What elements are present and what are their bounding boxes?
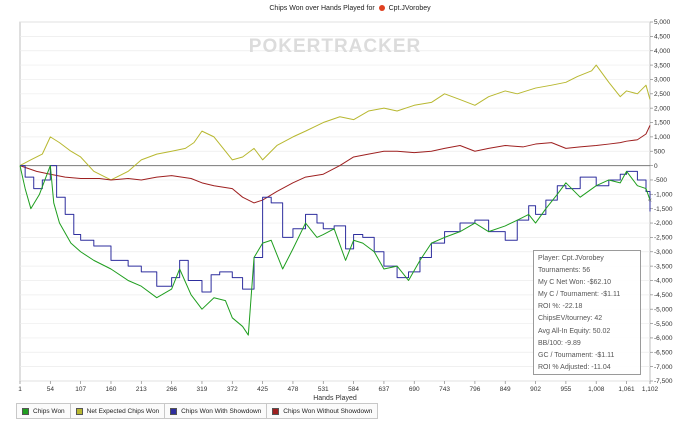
y-tick-label: -3,000 <box>654 249 673 256</box>
x-tick-label: 160 <box>106 386 117 393</box>
x-tick-label: 796 <box>469 386 480 393</box>
collapse-handle-icon[interactable]: « <box>648 197 652 204</box>
x-tick-label: 849 <box>500 386 511 393</box>
x-tick-label: 955 <box>560 386 571 393</box>
x-tick-label: 1,061 <box>618 386 635 393</box>
chart-title-player: Cpt.JVorobey <box>388 5 431 12</box>
y-tick-label: 4,000 <box>654 48 671 55</box>
series-line-chips-won <box>19 165 651 336</box>
x-tick-label: 637 <box>378 386 389 393</box>
legend-swatch <box>170 407 178 415</box>
y-tick-label: 3,500 <box>654 62 671 69</box>
y-tick-label: 2,500 <box>654 91 671 98</box>
y-tick-label: 0 <box>654 163 658 170</box>
x-tick-label: 372 <box>227 386 238 393</box>
legend-swatch <box>75 407 83 415</box>
legend-item[interactable]: Chips Won <box>17 404 71 418</box>
y-tick-label: -1,500 <box>654 206 673 213</box>
x-tick-label: 319 <box>197 386 208 393</box>
stat-line: ROI %: -22.18 <box>538 303 583 311</box>
x-tick-label: 1 <box>18 386 22 393</box>
stat-line: Avg All-In Equity: 50.02 <box>538 327 611 335</box>
stat-line: GC / Tournament: -$1.11 <box>538 351 615 359</box>
legend-item[interactable]: Chips Won With Showdown <box>165 404 268 418</box>
x-tick-label: 1,102 <box>642 386 659 393</box>
player-icon <box>378 5 385 12</box>
x-axis-label: Hands Played <box>313 395 357 402</box>
y-tick-label: -2,000 <box>654 220 673 227</box>
series-line-net-expected-chips-won <box>19 64 651 181</box>
y-tick-label: 3,000 <box>654 77 671 84</box>
y-tick-label: -6,000 <box>654 335 673 342</box>
series-line-chips-won-without-showdown <box>19 125 651 204</box>
y-tick-label: -6,500 <box>654 349 673 356</box>
stat-line: ROI % Adjusted: -11.04 <box>538 363 611 371</box>
legend-label: Net Expected Chips Won <box>86 407 160 415</box>
x-tick-label: 478 <box>288 386 299 393</box>
legend-item[interactable]: Chips Won Without Showdown <box>267 404 377 418</box>
x-tick-label: 266 <box>166 386 177 393</box>
y-tick-label: -5,000 <box>654 306 673 313</box>
y-tick-label: -5,500 <box>654 321 673 328</box>
watermark-text: POKERTRACKER <box>249 36 421 57</box>
y-tick-label: -500 <box>654 177 667 184</box>
legend-swatch <box>22 407 29 415</box>
stat-line: Player: Cpt.JVorobey <box>538 255 604 262</box>
legend-label: Chips Won <box>33 407 65 415</box>
x-tick-label: 584 <box>348 386 359 393</box>
chart-title-text: Chips Won over Hands Played for <box>269 5 375 12</box>
y-tick-label: 5,000 <box>654 19 671 26</box>
x-tick-label: 54 <box>47 386 55 393</box>
stat-line: Tournaments: 56 <box>538 267 591 275</box>
y-tick-label: 1,000 <box>654 134 671 141</box>
y-tick-label: 500 <box>654 148 665 155</box>
y-tick-label: 1,500 <box>654 120 671 127</box>
y-tick-label: -1,000 <box>654 192 673 199</box>
x-tick-label: 425 <box>257 386 268 393</box>
y-tick-label: -2,500 <box>654 235 673 242</box>
stat-line: My C Net Won: -$62.10 <box>538 279 612 287</box>
y-tick-label: -4,500 <box>654 292 673 299</box>
series-line-chips-won-with-showdown <box>20 165 651 293</box>
legend-label: Chips Won Without Showdown <box>283 407 373 415</box>
y-tick-label: 4,500 <box>654 34 671 41</box>
y-tick-label: -7,000 <box>654 364 673 371</box>
stat-line: My C / Tournament: -$1.11 <box>538 291 621 299</box>
stat-line: ChipsEV/tourney: 42 <box>538 315 603 323</box>
y-tick-label: -3,500 <box>654 263 673 270</box>
stat-line: BB/100: -9.89 <box>538 339 581 347</box>
stats-panel: Player: Cpt.JVorobey Tournaments: 56 My C … <box>533 250 641 375</box>
legend-label: Chips Won With Showdown <box>181 407 262 415</box>
x-tick-label: 213 <box>136 386 147 393</box>
x-tick-label: 531 <box>318 386 329 393</box>
x-tick-label: 107 <box>75 386 86 393</box>
x-tick-label: 743 <box>439 386 450 393</box>
y-tick-label: -4,000 <box>654 278 673 285</box>
legend-item[interactable]: Net Expected Chips Won <box>71 404 166 418</box>
x-tick-label: 902 <box>530 386 541 393</box>
y-tick-label: -7,500 <box>654 378 673 385</box>
legend: Chips Won Net Expected Chips Won Chips Won… <box>16 403 379 419</box>
legend-swatch <box>272 407 280 415</box>
chart-title: Chips Won over Hands Played for Cpt.JVor… <box>0 5 700 12</box>
y-tick-label: 2,000 <box>654 105 671 112</box>
x-tick-label: 1,008 <box>588 386 605 393</box>
x-tick-label: 690 <box>409 386 420 393</box>
